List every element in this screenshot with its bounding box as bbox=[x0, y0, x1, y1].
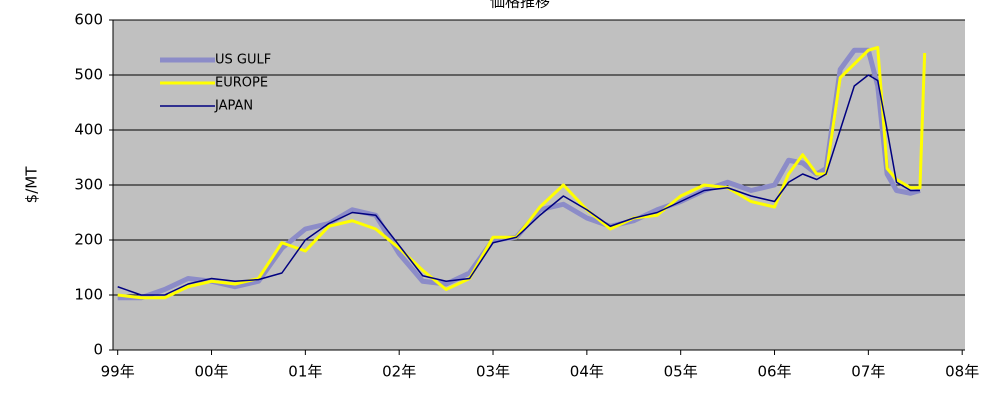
x-tick-label: 08年 bbox=[945, 363, 979, 381]
series-line bbox=[117, 74, 920, 296]
y-tick-label: 500 bbox=[74, 66, 103, 84]
x-tick-label: 07年 bbox=[851, 363, 885, 381]
x-tick-label: 05年 bbox=[664, 363, 698, 381]
chart-title: 価格推移 bbox=[490, 0, 550, 11]
x-tick-label: 01年 bbox=[288, 363, 322, 381]
legend-label: US GULF bbox=[215, 53, 271, 68]
legend-label: JAPAN bbox=[214, 99, 253, 114]
y-tick-label: 300 bbox=[74, 176, 103, 194]
series-line bbox=[117, 46, 927, 300]
x-tick-label: 99年 bbox=[101, 363, 135, 381]
y-tick-label: 400 bbox=[74, 121, 103, 139]
y-tick-label: 0 bbox=[93, 341, 103, 359]
y-axis-label: $/MT bbox=[23, 166, 41, 204]
legend-label: EUROPE bbox=[215, 76, 268, 91]
y-tick-label: 100 bbox=[74, 286, 103, 304]
y-tick-label: 600 bbox=[74, 11, 103, 29]
x-tick-label: 04年 bbox=[570, 363, 604, 381]
x-tick-label: 06年 bbox=[757, 363, 791, 381]
series-line bbox=[117, 47, 921, 301]
x-tick-label: 03年 bbox=[476, 363, 510, 381]
x-tick-label: 02年 bbox=[382, 363, 416, 381]
y-tick-label: 200 bbox=[74, 231, 103, 249]
x-tick-label: 00年 bbox=[194, 363, 228, 381]
